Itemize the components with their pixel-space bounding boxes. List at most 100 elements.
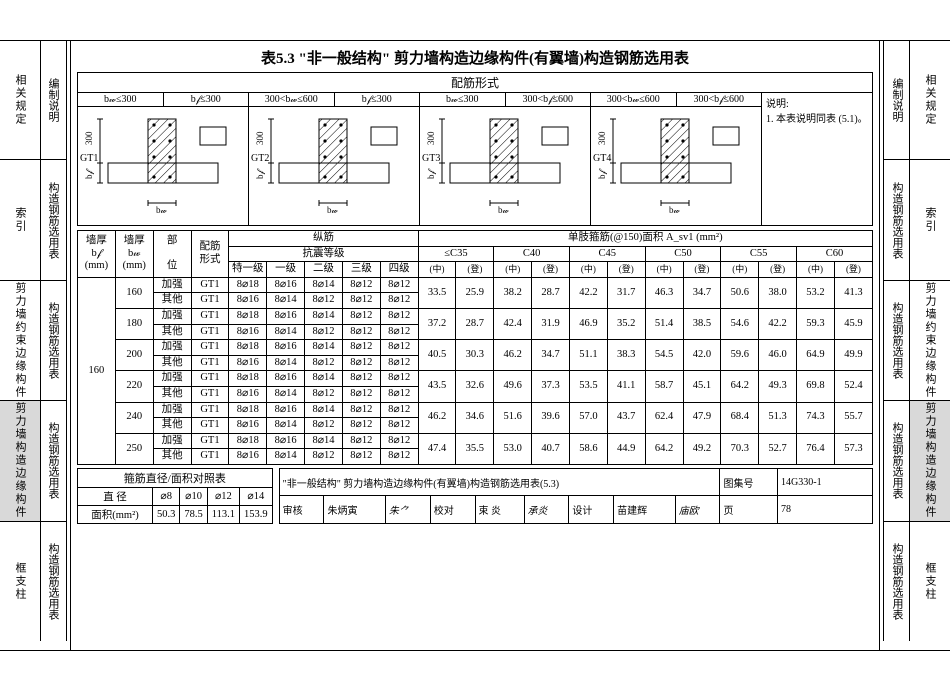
cell-stir: 39.6 — [532, 402, 570, 433]
cell-stir: 53.2 — [797, 277, 835, 308]
side-tab[interactable]: 索引 — [910, 160, 950, 280]
side-tab[interactable]: 框支柱 — [910, 522, 950, 641]
th-sub: (中) — [569, 262, 607, 278]
diagram-header: 配筋形式 — [78, 73, 872, 93]
th-bf: 墙厚b𝒻(mm) — [78, 231, 116, 278]
side-label[interactable]: 编制说明 — [40, 40, 66, 160]
cell-stir: 38.5 — [683, 308, 721, 339]
side-label[interactable]: 构造钢筋选用表 — [40, 401, 66, 521]
side-tab[interactable]: 剪力墙构造边缘构件 — [0, 401, 40, 521]
side-label[interactable]: 编制说明 — [884, 40, 910, 160]
svg-text:b𝒻: b𝒻 — [597, 168, 607, 180]
side-tab[interactable]: 剪力墙约束边缘构件 — [910, 281, 950, 401]
side-tab[interactable]: 剪力墙约束边缘构件 — [0, 281, 40, 401]
cell-long: 8⌀14 — [305, 308, 343, 324]
cell-pos: 加强 — [153, 433, 191, 449]
cell-long: 8⌀12 — [342, 386, 380, 402]
cell-stir: 47.4 — [418, 433, 456, 464]
cell-long: 8⌀12 — [342, 293, 380, 309]
side-label[interactable]: 构造钢筋选用表 — [40, 522, 66, 641]
cell-stir: 46.0 — [759, 340, 797, 371]
cell-stir: 40.7 — [532, 433, 570, 464]
cell-long: 8⌀12 — [342, 324, 380, 340]
th-sub: (中) — [494, 262, 532, 278]
side-label[interactable]: 构造钢筋选用表 — [884, 160, 910, 280]
cell-form: GT1 — [191, 433, 229, 449]
side-label[interactable]: 构造钢筋选用表 — [884, 281, 910, 401]
cell-long: 8⌀12 — [342, 433, 380, 449]
cell-long: 8⌀12 — [380, 355, 418, 371]
cell-long: 8⌀12 — [380, 449, 418, 465]
cell-form: GT1 — [191, 324, 229, 340]
tb-design-n: 苗建辉 — [614, 496, 675, 524]
cell-long: 8⌀12 — [380, 340, 418, 356]
side-tab[interactable]: 相关规定 — [0, 40, 40, 160]
cell-long: 8⌀12 — [342, 308, 380, 324]
cell-stir: 62.4 — [645, 402, 683, 433]
cell-stir: 37.3 — [532, 371, 570, 402]
cell-long: 8⌀16 — [229, 293, 267, 309]
cell-long: 8⌀16 — [229, 355, 267, 371]
cell-long: 8⌀12 — [305, 418, 343, 434]
cell-stir: 68.4 — [721, 402, 759, 433]
cell-long: 8⌀12 — [380, 308, 418, 324]
cell-stir: 43.7 — [607, 402, 645, 433]
cell-form: GT1 — [191, 449, 229, 465]
cell-long: 8⌀16 — [229, 418, 267, 434]
cell-pos: 其他 — [153, 355, 191, 371]
side-label[interactable]: 构造钢筋选用表 — [40, 281, 66, 401]
cell-stir: 59.6 — [721, 340, 759, 371]
side-tab[interactable]: 相关规定 — [910, 40, 950, 160]
cell-long: 8⌀16 — [267, 433, 305, 449]
bottom-row: 箍筋直径/面积对照表 直 径⌀8⌀10⌀12⌀14面积(mm²)50.378.5… — [77, 468, 873, 524]
cell-long: 8⌀18 — [229, 402, 267, 418]
cell-stir: 51.4 — [645, 308, 683, 339]
main-frame: 表5.3 "非一般结构" 剪力墙构造边缘构件(有翼墙)构造钢筋选用表 配筋形式 … — [70, 40, 880, 651]
panel-tag: GT3 — [422, 153, 440, 164]
cell-stir: 50.6 — [721, 277, 759, 308]
cell-stir: 49.3 — [759, 371, 797, 402]
diagram-panel: b𝓌≤300300<b𝒻≤600GT3 300 b𝒻 b𝓌 — [420, 93, 591, 225]
th-long: 纵筋 — [229, 231, 418, 247]
tb-page: 78 — [778, 496, 873, 524]
side-tab[interactable]: 剪力墙构造边缘构件 — [910, 401, 950, 521]
side-tab[interactable]: 索引 — [0, 160, 40, 280]
panel-cond: 300<b𝓌≤600 — [249, 93, 334, 106]
svg-text:300: 300 — [426, 131, 436, 145]
th-sub: (登) — [683, 262, 721, 278]
cell-pos: 其他 — [153, 293, 191, 309]
cell-form: GT1 — [191, 308, 229, 324]
stir-head: ⌀10 — [180, 487, 207, 505]
cell-pos: 其他 — [153, 449, 191, 465]
side-label[interactable]: 构造钢筋选用表 — [884, 522, 910, 641]
th-sub: (中) — [721, 262, 759, 278]
cell-form: GT1 — [191, 355, 229, 371]
cell-form: GT1 — [191, 293, 229, 309]
cell-long: 8⌀16 — [267, 371, 305, 387]
side-label[interactable]: 构造钢筋选用表 — [40, 160, 66, 280]
cell-long: 8⌀16 — [229, 449, 267, 465]
th-grade: C50 — [645, 246, 721, 262]
cell-stir: 37.2 — [418, 308, 456, 339]
svg-text:300: 300 — [84, 131, 94, 145]
cell-stir: 47.9 — [683, 402, 721, 433]
panel-tag: GT4 — [593, 153, 611, 164]
svg-text:b𝒻: b𝒻 — [84, 168, 94, 180]
cell-stir: 41.3 — [834, 277, 872, 308]
cell-pos: 加强 — [153, 277, 191, 293]
th-sub: (登) — [532, 262, 570, 278]
th-grade: C60 — [797, 246, 873, 262]
cell-bw: 220 — [115, 371, 153, 402]
side-tab[interactable]: 框支柱 — [0, 522, 40, 641]
stir-val: 113.1 — [207, 505, 239, 523]
cell-stir: 34.7 — [532, 340, 570, 371]
stir-val: 78.5 — [180, 505, 207, 523]
cell-long: 8⌀12 — [305, 386, 343, 402]
cell-stir: 49.2 — [683, 433, 721, 464]
cell-long: 8⌀14 — [305, 371, 343, 387]
cell-stir: 40.5 — [418, 340, 456, 371]
panel-cond: b𝓌≤300 — [78, 93, 163, 106]
diagram-box: 配筋形式 b𝓌≤300b𝒻≤300GT1 300 b𝒻 b𝓌 300<b𝓌≤60… — [77, 72, 873, 226]
cell-pos: 加强 — [153, 308, 191, 324]
side-label[interactable]: 构造钢筋选用表 — [884, 401, 910, 521]
